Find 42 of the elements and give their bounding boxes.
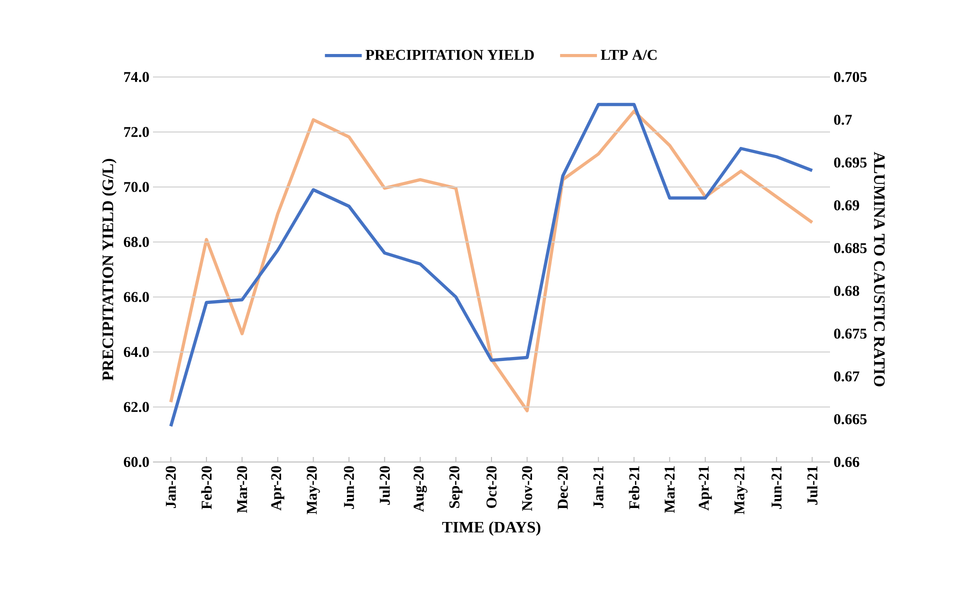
x-tick-label: Jan-21 <box>593 466 604 508</box>
x-tick-label: Aug-20 <box>414 466 427 512</box>
y2-tick-label: 0.68 <box>834 286 860 296</box>
y-axis-title: PRECIPITATION YIELD (G/L) <box>102 158 116 381</box>
y-tick-label: 74.0 <box>124 72 149 82</box>
x-tick-label: Mar-21 <box>664 466 675 513</box>
y-tick-label: 68.0 <box>124 236 149 248</box>
y2-axis-title: ALUMINA TO CAUSTIC RATIO <box>874 152 885 386</box>
x-tick-label: Apr-21 <box>698 466 712 510</box>
x-tick-label: Sep-20 <box>449 466 462 508</box>
y2-tick-label: 0.685 <box>834 243 867 254</box>
y2-tick-label: 0.69 <box>834 200 860 210</box>
x-tick-label: Feb-20 <box>201 466 212 510</box>
x-tick-label: Mar-20 <box>237 466 248 513</box>
y-tick-label: 64.0 <box>124 346 149 358</box>
x-tick-label: May-20 <box>306 466 320 514</box>
y2-tick-label: 0.66 <box>834 456 860 468</box>
y2-tick-label: 0.67 <box>834 371 860 382</box>
y2-tick-label: 0.675 <box>834 328 867 339</box>
legend-label: PRECIPITATION YIELD <box>366 50 534 60</box>
x-axis-title: TIME (DAYS) <box>442 521 540 536</box>
x-tick-label: Jun-21 <box>772 466 782 509</box>
x-tick-label: Dec-20 <box>558 466 568 510</box>
x-tick-label: Oct-20 <box>486 466 497 508</box>
x-tick-label: May-21 <box>734 466 748 514</box>
legend-label: LTP A/C <box>600 50 657 60</box>
x-tick-label: Nov-20 <box>522 466 532 511</box>
y2-tick-label: 0.665 <box>834 414 867 424</box>
y-tick-label: 70.0 <box>124 182 149 192</box>
x-tick-label: Jul-20 <box>379 466 390 505</box>
y-tick-label: 72.0 <box>124 126 149 138</box>
x-tick-label: Jun-20 <box>344 466 354 509</box>
x-tick-label: Apr-20 <box>271 466 284 510</box>
y-tick-label: 62.0 <box>124 402 149 412</box>
y-tick-label: 60.0 <box>124 456 149 468</box>
y2-tick-label: 0.7 <box>834 114 852 125</box>
x-tick-label: Feb-21 <box>628 466 640 510</box>
x-tick-label: Jan-20 <box>166 466 176 508</box>
x-tick-label: Jul-21 <box>806 466 818 505</box>
y-tick-label: 66.0 <box>124 292 149 302</box>
y2-tick-label: 0.705 <box>834 72 867 82</box>
y2-tick-label: 0.695 <box>834 157 867 168</box>
